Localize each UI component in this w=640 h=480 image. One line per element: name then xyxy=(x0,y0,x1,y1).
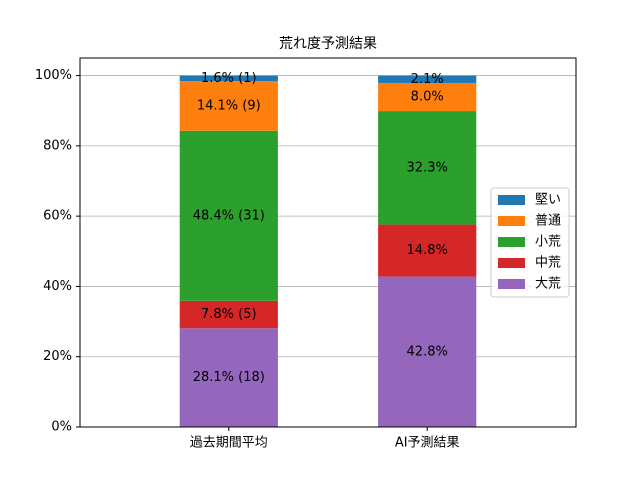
legend-label: 普通 xyxy=(535,214,561,229)
legend-label: 大荒 xyxy=(535,277,561,292)
data-label: 42.8% xyxy=(407,344,448,359)
legend-swatch xyxy=(498,216,525,226)
bar-segment xyxy=(179,300,278,329)
y-tick-label: 60% xyxy=(43,209,72,224)
legend-label: 中荒 xyxy=(535,256,561,271)
legend-swatch xyxy=(498,258,525,268)
bar-segment xyxy=(378,276,477,427)
data-label: 2.1% xyxy=(411,72,444,87)
y-tick-label: 40% xyxy=(43,279,72,294)
legend-swatch xyxy=(498,279,525,289)
data-label: 7.8% (5) xyxy=(201,307,257,322)
legend-swatch xyxy=(498,195,525,205)
y-tick-label: 80% xyxy=(43,138,72,153)
bar-segment xyxy=(378,82,477,112)
y-tick-label: 20% xyxy=(43,349,72,364)
legend-label: 堅い xyxy=(535,193,561,208)
bar-segment xyxy=(378,224,477,277)
data-label: 1.6% (1) xyxy=(201,71,257,86)
chart-title: 荒れ度予測結果 xyxy=(279,36,377,52)
bar-segment xyxy=(179,130,278,301)
data-label: 14.1% (9) xyxy=(197,98,261,113)
y-tick-label: 0% xyxy=(51,420,72,435)
data-label: 32.3% xyxy=(407,160,448,175)
legend-label: 小荒 xyxy=(535,235,561,250)
bar-segment xyxy=(179,328,278,427)
data-label: 28.1% (18) xyxy=(193,370,265,385)
data-label: 8.0% xyxy=(411,90,444,105)
bar-segment xyxy=(179,81,278,131)
data-label: 14.8% xyxy=(407,243,448,258)
x-tick-label: AI予測結果 xyxy=(395,436,460,451)
bar-segment xyxy=(378,111,477,225)
bar-segment xyxy=(378,75,477,83)
bar-segment xyxy=(179,75,278,82)
legend-swatch xyxy=(498,237,525,247)
data-label: 48.4% (31) xyxy=(193,208,265,223)
legend-box xyxy=(490,187,570,298)
x-tick-label: 過去期間平均 xyxy=(190,436,268,451)
plot-frame xyxy=(79,57,577,428)
y-tick-label: 100% xyxy=(35,68,72,83)
